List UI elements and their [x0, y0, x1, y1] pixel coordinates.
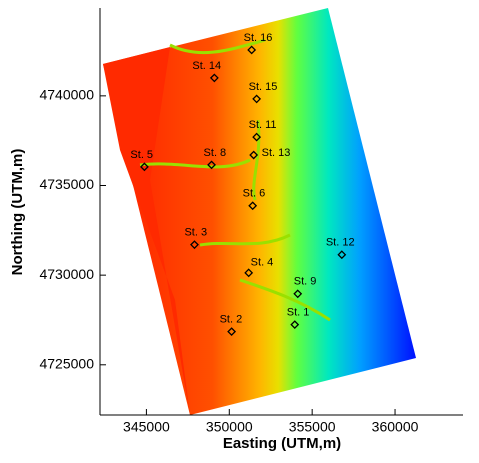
y-tick-label: 4735000	[39, 176, 94, 192]
station-marker	[249, 150, 259, 160]
station-label: St. 16	[244, 32, 273, 44]
station-marker	[244, 268, 254, 278]
station-marker	[140, 162, 149, 172]
x-axis-label: Easting (UTM,m)	[223, 435, 341, 452]
station-marker	[247, 45, 257, 55]
station-marker	[209, 73, 219, 83]
station-label: St. 3	[184, 227, 207, 239]
station-label: St. 12	[326, 237, 355, 249]
y-tick-label: 4725000	[39, 356, 94, 372]
x-tick-label: 350000	[206, 419, 253, 435]
x-tick-label: 345000	[123, 419, 170, 435]
station-label: St. 11	[249, 119, 277, 131]
station-marker	[190, 240, 199, 250]
station-marker	[290, 320, 300, 330]
station-label: St. 14	[192, 60, 221, 72]
station-label: St. 8	[204, 147, 227, 159]
y-tick-label: 4730000	[39, 266, 94, 282]
station-label: St. 15	[249, 81, 278, 93]
bathymetry	[103, 8, 416, 415]
x-tick-label: 360000	[372, 419, 419, 435]
station-marker	[248, 201, 258, 211]
raster	[103, 8, 416, 415]
station-label: St. 1	[287, 307, 310, 319]
station-marker	[227, 327, 237, 337]
station-marker	[252, 94, 262, 104]
x-tick-label: 355000	[289, 419, 336, 435]
station-marker	[207, 160, 216, 170]
station-label: St. 4	[251, 257, 274, 269]
station-label: St. 9	[294, 276, 317, 288]
channels	[139, 38, 331, 322]
land	[103, 47, 190, 415]
station-marker	[337, 250, 347, 260]
station-label: St. 5	[130, 149, 153, 161]
station-label: St. 2	[220, 314, 243, 326]
station-marker	[252, 132, 262, 142]
station-label: St. 6	[243, 188, 266, 200]
y-axis-label: Northing (UTM,m)	[9, 149, 26, 276]
y-tick-label: 4740000	[39, 87, 94, 103]
station-marker	[293, 289, 303, 299]
station-label: St. 13	[262, 147, 291, 159]
